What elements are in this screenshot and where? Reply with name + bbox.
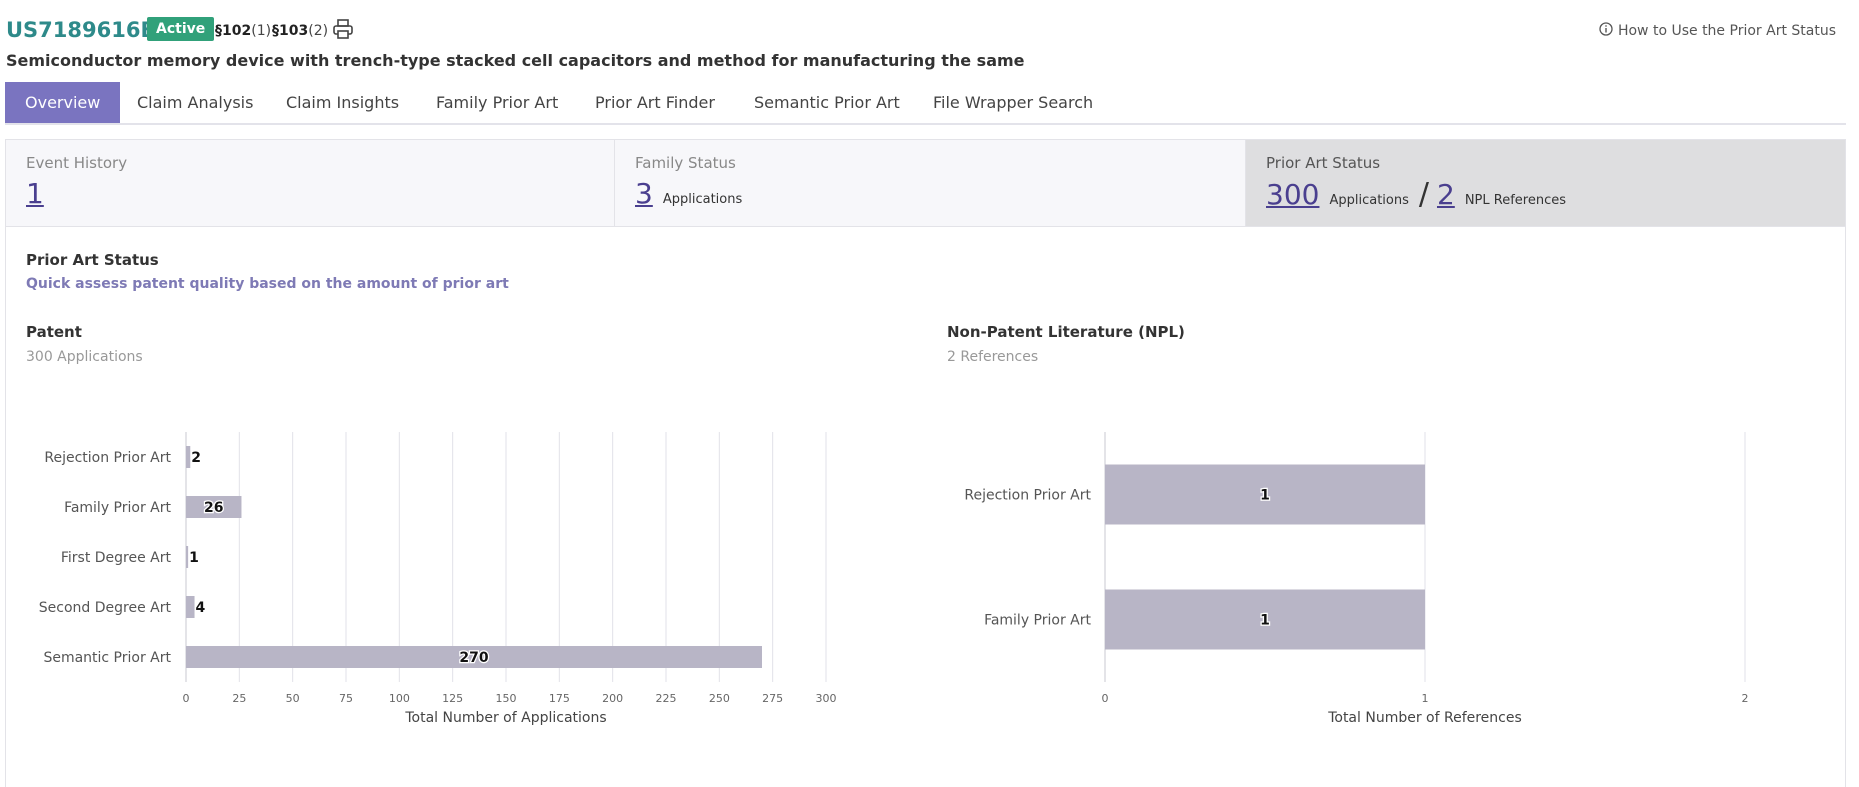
npl-section-subtitle: 2 References [947, 349, 1039, 365]
tab-file-wrapper-search[interactable]: File Wrapper Search [933, 93, 1094, 112]
event-history-count[interactable]: 1 [26, 177, 44, 210]
patent-chart-bar [186, 446, 191, 468]
patent-chart-category-label: Semantic Prior Art [43, 650, 171, 666]
patent-chart-tick-label: 250 [709, 692, 730, 705]
event-history-card[interactable]: Event History 1 [6, 140, 614, 226]
patent-chart-bar [186, 646, 762, 668]
event-history-label: Event History [26, 154, 128, 172]
section-103-label: §103 [272, 23, 309, 39]
summary-bar: Event History 1 Family Status 3 Applicat… [5, 139, 1846, 227]
patent-bar-chart: 0 25 50 75 100 125 150 175 200 225 250 275 300 Total … [39, 432, 837, 726]
npl-chart-axis-label: Total Number of References [1327, 710, 1522, 726]
section-102-count: (1) [251, 23, 272, 39]
print-icon[interactable] [332, 18, 354, 44]
npl-bar-chart: 0 1 2 Total Number of References Rejection P… [964, 432, 1749, 726]
patent-chart-tick-label: 0 [183, 692, 190, 705]
panel-title: Prior Art Status [26, 251, 159, 269]
patent-chart-tick-label: 150 [496, 692, 517, 705]
info-icon [1599, 22, 1613, 40]
tab-prior-art-finder[interactable]: Prior Art Finder [595, 93, 715, 112]
patent-chart-data-label: 1 [189, 550, 199, 566]
section-103[interactable]: §103(2) [272, 23, 328, 39]
patent-chart-tick-label: 75 [339, 692, 353, 705]
tab-semantic-prior-art[interactable]: Semantic Prior Art [754, 93, 900, 112]
status-badge: Active [147, 17, 215, 41]
patent-number[interactable]: US7189616B2 [6, 18, 172, 42]
patent-chart-tick-label: 200 [602, 692, 623, 705]
patent-chart-tick-label: 175 [549, 692, 570, 705]
patent-chart-tick-label: 100 [389, 692, 410, 705]
panel-subtitle: Quick assess patent quality based on the… [26, 276, 509, 292]
patent-section-title: Patent [26, 323, 82, 341]
tab-claim-analysis[interactable]: Claim Analysis [137, 93, 254, 112]
patent-chart-tick-label: 275 [762, 692, 783, 705]
npl-chart-data-label: 1 [1260, 613, 1270, 629]
npl-chart-data-label: 1 [1260, 488, 1270, 504]
prior-art-npl-count[interactable]: 2 [1436, 178, 1455, 211]
prior-art-apps-count[interactable]: 300 [1266, 178, 1320, 211]
family-status-card[interactable]: Family Status 3 Applications [614, 140, 1245, 226]
how-to-use-label: How to Use the Prior Art Status [1617, 23, 1836, 39]
patent-section-subtitle: 300 Applications [26, 349, 143, 365]
prior-art-apps-unit: Applications [1329, 193, 1409, 208]
npl-chart-category-label: Rejection Prior Art [964, 488, 1091, 504]
tab-family-prior-art[interactable]: Family Prior Art [436, 93, 559, 112]
prior-art-panel: Prior Art Status Quick assess patent qua… [5, 227, 1846, 787]
prior-art-status-card[interactable]: Prior Art Status 300 Applications / 2 NP… [1245, 140, 1845, 226]
tab-claim-insights[interactable]: Claim Insights [286, 93, 400, 112]
patent-chart-category-label: Rejection Prior Art [44, 450, 171, 466]
patent-chart-data-label: 2 [191, 450, 201, 466]
patent-chart-data-label: 26 [204, 500, 223, 516]
tab-overview[interactable]: Overview [5, 82, 121, 123]
npl-section-title: Non-Patent Literature (NPL) [947, 323, 1185, 341]
npl-chart-tick-label: 2 [1742, 692, 1749, 705]
section-103-count: (2) [308, 23, 329, 39]
patent-chart-bar [186, 596, 195, 618]
patent-chart-tick-label: 225 [656, 692, 677, 705]
patent-chart-category-label: Family Prior Art [64, 500, 171, 516]
patent-chart-axis-label: Total Number of Applications [404, 710, 606, 726]
npl-chart-bar [1105, 464, 1425, 525]
patent-title: Semiconductor memory device with trench-… [6, 51, 1025, 70]
patent-chart-tick-label: 50 [286, 692, 300, 705]
patent-chart-data-label: 270 [459, 650, 488, 666]
family-status-label: Family Status [635, 154, 736, 172]
family-status-count[interactable]: 3 [635, 177, 653, 210]
patent-header: US7189616B2 Active §102(1) §103(2) How t… [6, 16, 1836, 48]
patent-chart-bar [186, 546, 189, 568]
patent-chart-tick-label: 300 [816, 692, 837, 705]
patent-chart-category-label: Second Degree Art [39, 600, 172, 616]
patent-chart-data-label: 4 [196, 600, 206, 616]
patent-chart-bar [186, 496, 242, 518]
npl-chart-tick-label: 0 [1102, 692, 1109, 705]
separator-slash: / [1418, 177, 1429, 212]
prior-art-npl-unit: NPL References [1464, 193, 1566, 208]
patent-chart-tick-label: 125 [442, 692, 463, 705]
how-to-use-link[interactable]: How to Use the Prior Art Status [1599, 22, 1836, 40]
npl-chart-tick-label: 1 [1422, 692, 1429, 705]
npl-chart-category-label: Family Prior Art [984, 613, 1091, 629]
patent-chart-category-label: First Degree Art [61, 550, 172, 566]
prior-art-status-label: Prior Art Status [1266, 154, 1381, 172]
family-status-unit: Applications [662, 192, 743, 207]
section-102[interactable]: §102(1) [215, 23, 271, 39]
tab-bar: Overview Claim Analysis Claim Insights F… [5, 82, 1846, 125]
npl-chart-bar [1105, 589, 1425, 650]
section-102-label: §102 [215, 23, 252, 39]
patent-chart-tick-label: 25 [232, 692, 246, 705]
